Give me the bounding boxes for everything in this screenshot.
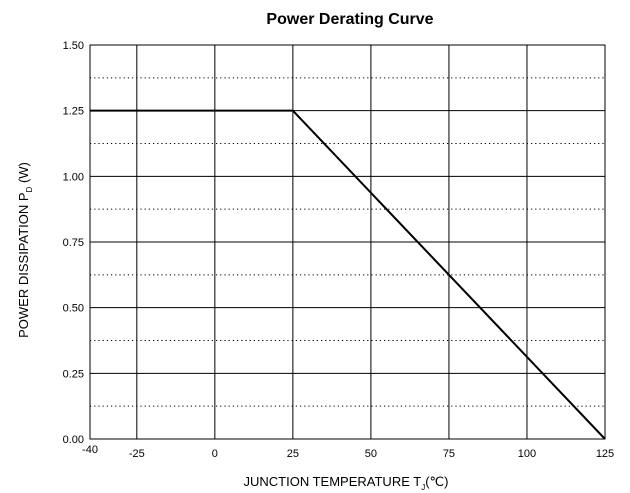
x-tick-label: 100: [518, 448, 536, 460]
x-tick-label: -25: [129, 448, 145, 460]
series-layer: [90, 109, 606, 440]
major-gridlines: [90, 45, 605, 439]
y-tick-label: 0.00: [63, 434, 84, 446]
y-axis-label: POWER DISSIPATION PD (W): [16, 162, 34, 338]
y-tick-labels: 0.00 0.25 0.50 0.75 1.00 1.25 1.50: [63, 40, 84, 446]
x-axis-label-prefix: JUNCTION TEMPERATURE T: [244, 474, 422, 489]
x-axis-label-subscript: J: [421, 483, 425, 492]
y-axis-label-suffix: (W): [16, 162, 31, 187]
y-tick-label: 0.75: [63, 237, 84, 249]
x-tick-label: 50: [365, 448, 377, 460]
x-tick-label: 75: [443, 448, 455, 460]
x-tick-labels: -40 -25 0 25 50 75 100 125: [82, 444, 614, 460]
plot-frame: [89, 44, 606, 440]
y-axis-label-subscript: D: [25, 186, 34, 192]
y-tick-label: 1.50: [63, 40, 84, 52]
x-axis-label-suffix: (℃): [425, 474, 448, 489]
y-tick-label: 1.25: [63, 106, 84, 118]
y-tick-label: 0.25: [63, 368, 84, 380]
series-line-0: [90, 109, 606, 440]
x-tick-label: -40: [82, 444, 98, 456]
x-tick-label: 0: [212, 448, 218, 460]
x-tick-label: 125: [596, 448, 614, 460]
y-axis-label-prefix: POWER DISSIPATION P: [16, 192, 31, 337]
y-tick-label: 0.50: [63, 303, 84, 315]
y-tick-label: 1.00: [63, 171, 84, 183]
minor-gridlines: [90, 77, 605, 407]
x-tick-label: 25: [287, 448, 299, 460]
x-axis-label: JUNCTION TEMPERATURE TJ(℃): [244, 474, 449, 492]
chart-title: Power Derating Curve: [266, 11, 433, 28]
